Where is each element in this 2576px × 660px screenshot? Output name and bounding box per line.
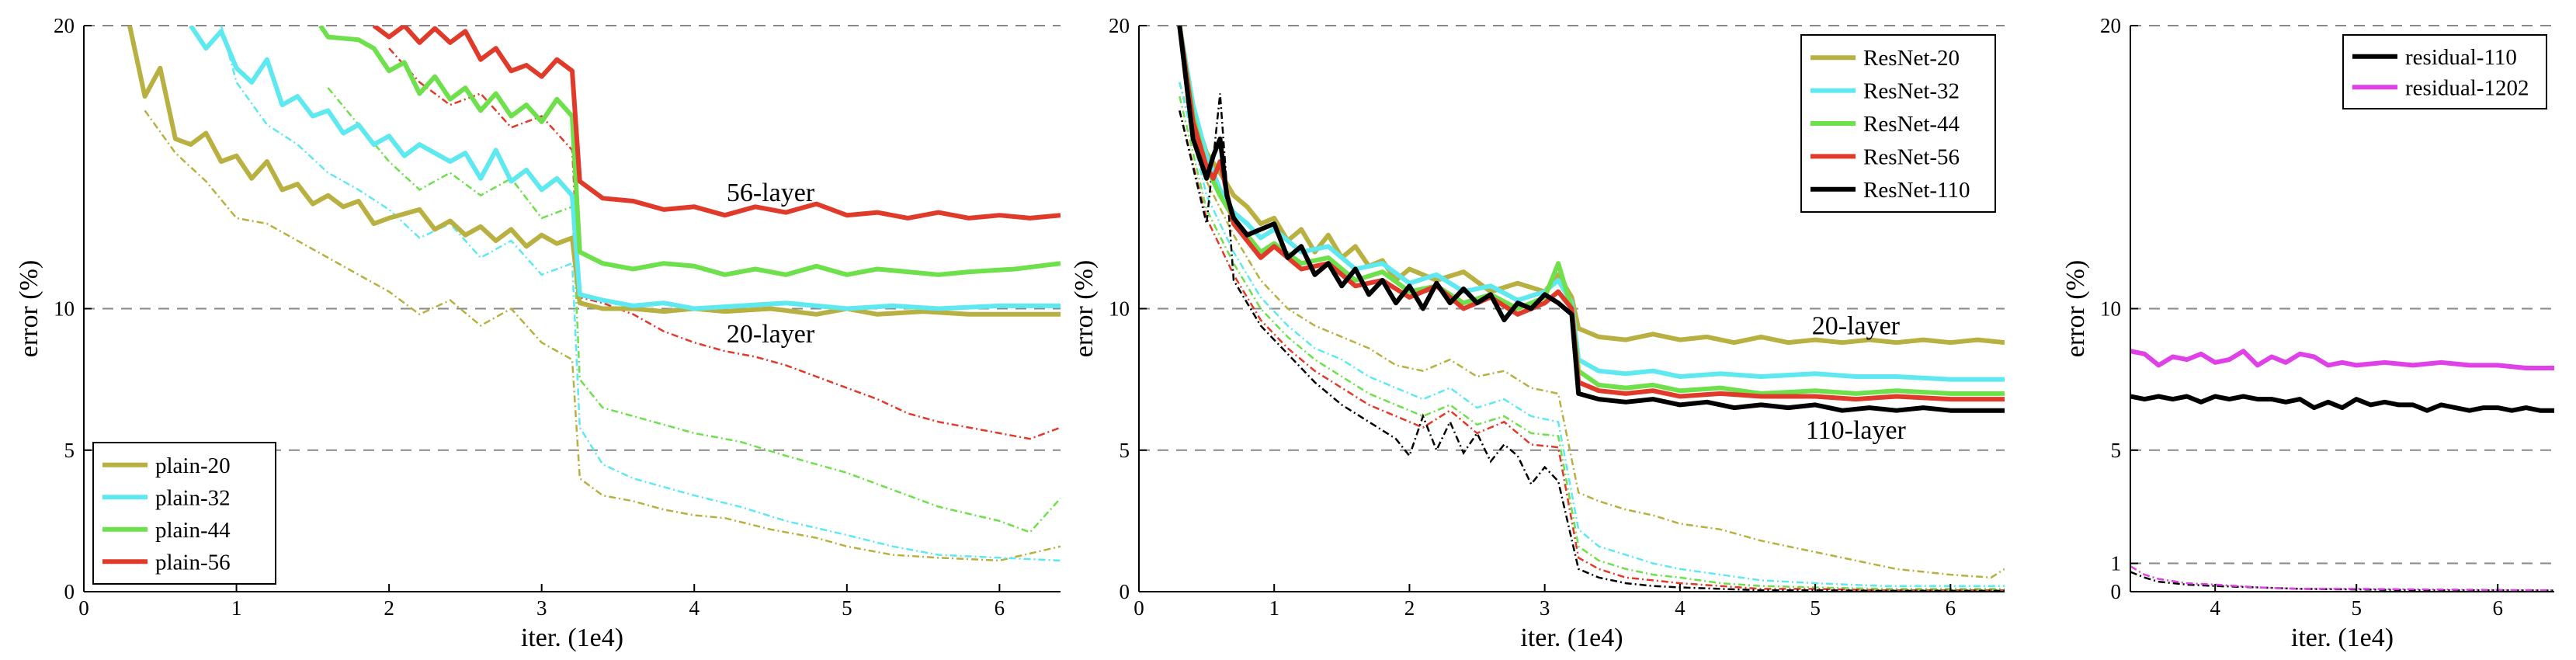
x-tick-label: 4 [1675, 596, 1686, 620]
x-tick-label: 2 [384, 596, 394, 620]
y-tick-label: 20 [2100, 14, 2121, 37]
legend-entry: plain-56 [155, 550, 231, 575]
x-tick-label: 3 [536, 596, 547, 620]
legend-box [2342, 34, 2547, 109]
x-axis-label: iter. (1e4) [521, 624, 623, 652]
annotation-label: 20-layer [1812, 311, 1901, 340]
chart-panel-1: 0 1 2 3 4 5 6 0 5 10 20 iter. (1e4) error (%) 56-laye… [15, 14, 1061, 652]
chart-panel-2: 0 1 2 3 4 5 6 0 5 10 20 iter. (1e4) error (%) 20-laye… [1070, 14, 2005, 652]
series-test-line [1177, 26, 2005, 396]
x-tick-label: 1 [1269, 596, 1279, 620]
x-tick-label: 2 [1404, 596, 1415, 620]
legend: ResNet-20 ResNet-32 ResNet-44 ResNet-56 ResN… [1800, 34, 1996, 213]
legend-entry: ResNet-20 [1863, 46, 1960, 71]
y-tick-label: 20 [1109, 14, 1130, 37]
x-tick-label: 5 [2351, 596, 2362, 620]
series-train-line [1179, 82, 2005, 579]
legend-entry: plain-44 [155, 518, 231, 543]
y-tick-label: 5 [2111, 439, 2122, 462]
x-tick-label: 5 [842, 596, 852, 620]
series-train-line [1179, 96, 2005, 590]
plot-area [2130, 349, 2554, 592]
chart-panel-3: 4 5 6 0 1 5 10 20 iter. (1e4) error (%) residual-1… [2061, 14, 2554, 652]
series-train-line [1179, 110, 2005, 592]
series-test-line [1177, 26, 2005, 346]
y-tick-label: 10 [2100, 297, 2121, 321]
series-train-line [327, 87, 1061, 533]
x-tick-label: 1 [231, 596, 242, 620]
series-test-line [318, 26, 1061, 277]
legend-entry: plain-32 [155, 485, 231, 510]
x-tick-label: 0 [1134, 596, 1144, 620]
y-axis-label: error (%) [2061, 260, 2090, 358]
x-tick-label: 4 [689, 596, 700, 620]
series-test-line [372, 26, 1061, 221]
y-tick-label: 0 [1120, 580, 1130, 603]
series-test-line [1177, 26, 2005, 413]
y-tick-label: 10 [54, 297, 75, 321]
annotation-label: 56-layer [727, 179, 815, 207]
y-axis-label: error (%) [15, 260, 43, 358]
legend: plain-20 plain-32 plain-44 plain-56 [92, 442, 276, 585]
y-tick-label: 20 [54, 14, 75, 37]
y-tick-label: 5 [1120, 439, 1130, 462]
legend-entry: residual-1202 [2405, 75, 2529, 100]
y-axis-label: error (%) [1070, 260, 1099, 358]
series-train-line [1179, 82, 2005, 587]
x-tick-label: 6 [2492, 596, 2503, 620]
plot-area [127, 26, 1061, 562]
series-test-line [2130, 394, 2554, 413]
x-tick-label: 3 [1540, 596, 1550, 620]
series-train-line [388, 47, 1061, 440]
legend-entry: residual-110 [2405, 45, 2517, 70]
series-test-line [2130, 349, 2554, 370]
x-tick-label: 0 [78, 596, 89, 620]
legend-entry: ResNet-32 [1863, 79, 1960, 104]
legend-entry: ResNet-110 [1863, 178, 1970, 203]
y-tick-label: 1 [2111, 552, 2122, 575]
x-tick-label: 4 [2210, 596, 2220, 620]
legend-entry: plain-20 [155, 453, 231, 478]
annotation-label: 110-layer [1806, 416, 1907, 445]
legend: residual-110 residual-1202 [2342, 34, 2547, 109]
annotation-label: 20-layer [727, 320, 815, 349]
y-tick-label: 0 [64, 580, 75, 603]
y-tick-label: 5 [64, 439, 75, 462]
legend-entry: ResNet-44 [1863, 112, 1960, 137]
x-tick-label: 6 [1946, 596, 1956, 620]
series-train-line [144, 109, 1061, 562]
x-axis-label: iter. (1e4) [2291, 624, 2394, 652]
y-tick-label: 10 [1109, 297, 1130, 321]
series-test-line [1177, 26, 2005, 382]
x-tick-label: 6 [995, 596, 1005, 620]
x-axis-label: iter. (1e4) [1520, 624, 1623, 652]
x-tick-label: 5 [1810, 596, 1821, 620]
series-train-line [2130, 565, 2554, 592]
series-train-line [2130, 571, 2554, 592]
series-train-line [1179, 93, 2005, 592]
plot-area [1177, 26, 2005, 592]
series-train-line [220, 26, 1061, 562]
series-test-line [189, 26, 1061, 311]
series-test-line [127, 26, 1061, 317]
legend-entry: ResNet-56 [1863, 144, 1960, 169]
y-tick-label: 0 [2111, 580, 2122, 603]
